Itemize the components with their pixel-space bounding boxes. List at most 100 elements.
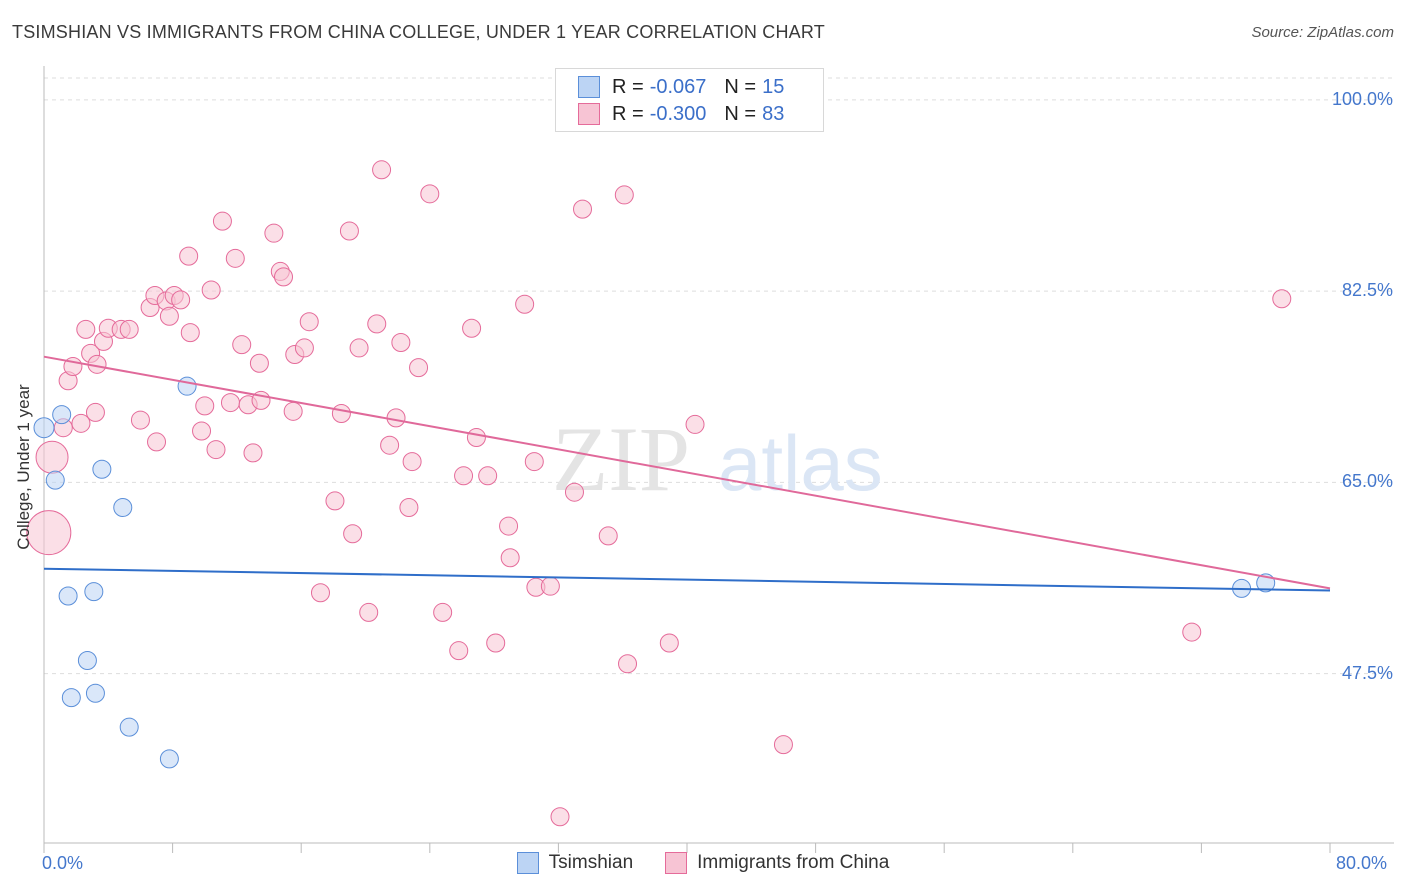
point-immigrants-from-china[interactable] <box>486 633 506 653</box>
point-immigrants-from-china[interactable] <box>499 516 519 536</box>
point-tsimshian[interactable] <box>45 470 65 490</box>
point-immigrants-from-china[interactable] <box>573 199 593 219</box>
y-tick-label: 65.0% <box>1341 471 1393 492</box>
point-immigrants-from-china[interactable] <box>180 323 200 343</box>
y-tick-label: 47.5% <box>1341 662 1393 683</box>
series-immigrants-points <box>26 160 1292 827</box>
point-immigrants-from-china[interactable] <box>372 160 392 180</box>
point-tsimshian[interactable] <box>177 376 197 396</box>
x-tick-label-max: 80.0% <box>1336 853 1388 873</box>
legend-row-immigrants: R = -0.300 N = 83 <box>578 101 784 127</box>
legend-r-value: -0.300 <box>649 102 707 125</box>
point-immigrants-from-china[interactable] <box>147 432 167 452</box>
legend-r-label: R = <box>612 102 644 125</box>
point-immigrants-from-china[interactable] <box>449 641 469 661</box>
point-tsimshian[interactable] <box>77 650 97 670</box>
point-immigrants-from-china[interactable] <box>76 319 96 339</box>
point-immigrants-from-china[interactable] <box>159 306 179 326</box>
point-immigrants-from-china[interactable] <box>349 338 369 358</box>
point-immigrants-from-china[interactable] <box>540 576 560 596</box>
legend-n-label: N = <box>724 75 757 98</box>
point-immigrants-from-china[interactable] <box>409 358 429 378</box>
point-immigrants-from-china[interactable] <box>598 526 618 546</box>
point-immigrants-from-china[interactable] <box>192 421 212 441</box>
point-immigrants-from-china[interactable] <box>386 408 406 428</box>
point-immigrants-from-china[interactable] <box>264 223 284 243</box>
y-axis-title-wrap: College, Under 1 year <box>14 384 40 549</box>
point-tsimshian[interactable] <box>113 497 133 517</box>
legend-n-label: N = <box>724 102 757 125</box>
point-immigrants-from-china[interactable] <box>478 466 498 486</box>
point-immigrants-from-china[interactable] <box>614 185 634 205</box>
point-tsimshian[interactable] <box>84 582 104 602</box>
point-immigrants-from-china[interactable] <box>85 402 105 422</box>
chart-title: TSIMSHIAN VS IMMIGRANTS FROM CHINA COLLE… <box>12 22 825 42</box>
point-immigrants-from-china[interactable] <box>283 401 303 421</box>
x-tick-label-min: 0.0% <box>42 853 84 873</box>
point-immigrants-from-china[interactable] <box>130 410 150 430</box>
point-immigrants-from-china[interactable] <box>564 482 584 502</box>
point-tsimshian[interactable] <box>58 586 78 606</box>
point-immigrants-from-china[interactable] <box>343 524 363 544</box>
point-immigrants-from-china[interactable] <box>206 440 226 460</box>
point-immigrants-from-china[interactable] <box>201 280 221 300</box>
legend-n-value: 15 <box>762 75 785 98</box>
point-immigrants-from-china[interactable] <box>274 267 294 287</box>
legend-item-tsimshian[interactable]: Tsimshian <box>516 852 633 874</box>
point-immigrants-from-china[interactable] <box>249 353 269 373</box>
point-immigrants-from-china[interactable] <box>232 335 252 355</box>
point-tsimshian[interactable] <box>119 717 139 737</box>
point-immigrants-from-china[interactable] <box>339 221 359 241</box>
point-immigrants-from-china[interactable] <box>359 602 379 622</box>
y-tick-label: 82.5% <box>1341 280 1393 301</box>
point-immigrants-from-china[interactable] <box>212 211 232 231</box>
point-tsimshian[interactable] <box>92 459 112 479</box>
point-immigrants-from-china[interactable] <box>659 633 679 653</box>
point-immigrants-from-china[interactable] <box>220 393 240 413</box>
point-immigrants-from-china[interactable] <box>325 491 345 511</box>
point-immigrants-from-china[interactable] <box>71 413 91 433</box>
point-immigrants-from-china[interactable] <box>773 735 793 755</box>
point-immigrants-from-china[interactable] <box>367 314 387 334</box>
legend-row-tsimshian: R = -0.067 N = 15 <box>578 74 784 100</box>
point-immigrants-from-china[interactable] <box>26 510 72 556</box>
point-tsimshian[interactable] <box>33 417 55 439</box>
point-immigrants-from-china[interactable] <box>420 184 440 204</box>
point-tsimshian[interactable] <box>85 683 105 703</box>
point-immigrants-from-china[interactable] <box>399 497 419 517</box>
point-tsimshian[interactable] <box>159 749 179 769</box>
point-immigrants-from-china[interactable] <box>195 396 215 416</box>
point-immigrants-from-china[interactable] <box>225 248 245 268</box>
point-immigrants-from-china[interactable] <box>119 319 139 339</box>
point-immigrants-from-china[interactable] <box>433 602 453 622</box>
point-immigrants-from-china[interactable] <box>685 414 705 434</box>
point-immigrants-from-china[interactable] <box>1182 622 1202 642</box>
point-immigrants-from-china[interactable] <box>380 435 400 455</box>
point-immigrants-from-china[interactable] <box>294 338 314 358</box>
legend-r-value: -0.067 <box>649 75 707 98</box>
point-immigrants-from-china[interactable] <box>310 583 330 603</box>
point-immigrants-from-china[interactable] <box>171 290 191 310</box>
point-immigrants-from-china[interactable] <box>618 654 638 674</box>
point-immigrants-from-china[interactable] <box>500 548 520 568</box>
series-tsimshian-points <box>33 376 1276 769</box>
point-immigrants-from-china[interactable] <box>462 318 482 338</box>
point-immigrants-from-china[interactable] <box>515 294 535 314</box>
point-immigrants-from-china[interactable] <box>1272 289 1292 309</box>
point-immigrants-from-china[interactable] <box>331 404 351 424</box>
point-tsimshian[interactable] <box>52 405 72 425</box>
point-immigrants-from-china[interactable] <box>35 440 69 474</box>
source-label: Source: ZipAtlas.com <box>1251 24 1394 41</box>
point-immigrants-from-china[interactable] <box>243 443 263 463</box>
point-immigrants-from-china[interactable] <box>550 807 570 827</box>
point-immigrants-from-china[interactable] <box>299 312 319 332</box>
point-tsimshian[interactable] <box>61 688 81 708</box>
point-immigrants-from-china[interactable] <box>524 452 544 472</box>
point-immigrants-from-china[interactable] <box>179 246 199 266</box>
point-immigrants-from-china[interactable] <box>466 428 486 448</box>
point-immigrants-from-china[interactable] <box>402 452 422 472</box>
point-immigrants-from-china[interactable] <box>454 466 474 486</box>
trend-lines <box>43 355 1331 592</box>
point-immigrants-from-china[interactable] <box>391 332 411 352</box>
legend-item-immigrants[interactable]: Immigrants from China <box>665 852 889 874</box>
